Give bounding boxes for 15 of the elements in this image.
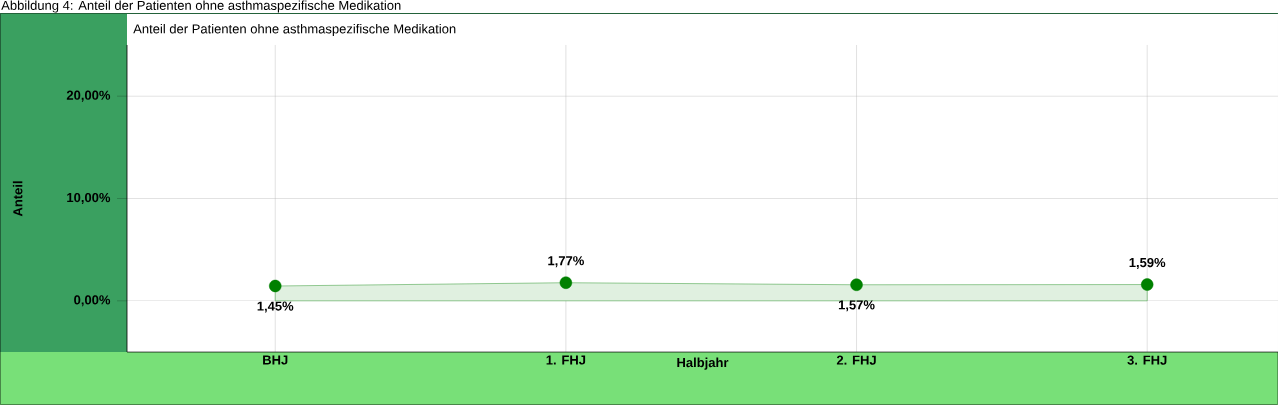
chart-subtitle: Anteil der Patienten ohne asthmaspezifische Medikation <box>133 23 456 37</box>
y-axis-title: Anteil <box>12 181 23 217</box>
data-label: 1,77% <box>548 256 584 268</box>
data-label: 1,45% <box>257 301 294 313</box>
data-label: 1,59% <box>1129 257 1166 270</box>
chart-title: Abbildung 4: Anteil der Patienten ohne asthmaspezifische Medikation <box>1 0 401 13</box>
data-label: 1,57% <box>838 300 875 312</box>
x-tick-label: 1. FHJ <box>546 355 586 365</box>
x-tick-label: BHJ <box>263 355 288 365</box>
x-tick-label: 2. FHJ <box>836 355 876 365</box>
y-tick-label: 10,00% <box>67 192 111 205</box>
y-tick-label: 20,00% <box>66 90 111 102</box>
x-tick-label: 3. FHJ <box>1127 355 1167 365</box>
y-tick-label: 0,00% <box>74 295 111 307</box>
x-axis-title: Halbjahr <box>677 357 729 370</box>
